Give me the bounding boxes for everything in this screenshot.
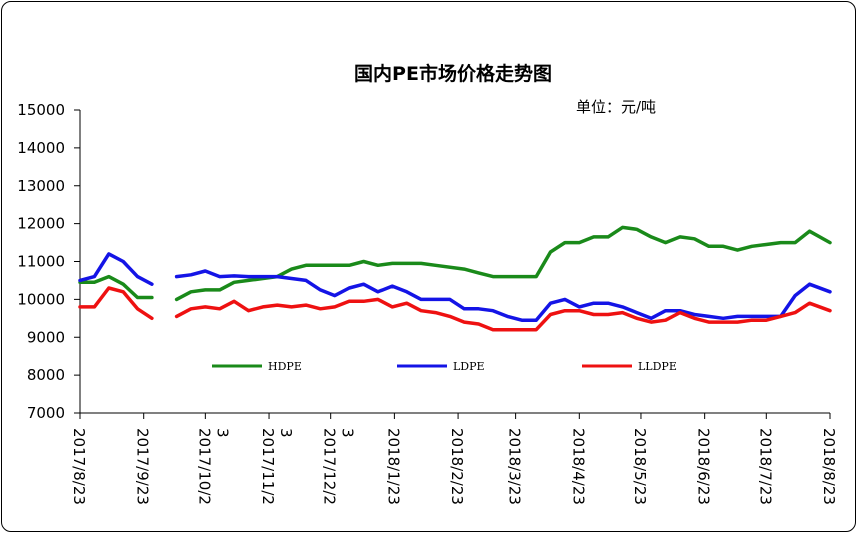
y-tick-label: 14000 — [17, 139, 65, 157]
x-tick-label: 2017/9/23 — [134, 428, 152, 505]
x-tick-label-group: 2018/7/23 — [756, 428, 774, 505]
x-tick-label-group: 2018/1/23 — [384, 428, 402, 505]
x-tick-label-group: 2018/3/23 — [506, 428, 524, 505]
legend-lldpe-label: LLDPE — [638, 360, 677, 373]
y-tick-label: 15000 — [17, 101, 65, 119]
x-tick-label: 2017/10/2 — [195, 428, 213, 505]
legend-ldpe-label: LDPE — [453, 360, 485, 373]
y-tick-label: 8000 — [27, 366, 65, 384]
x-tick-label: 3 — [277, 428, 295, 438]
ldpe-series-line-segment-1 — [78, 252, 154, 286]
x-tick-label-group: 2017/9/23 — [134, 428, 152, 505]
x-tick-label: 2018/8/23 — [820, 428, 838, 505]
x-tick-label: 2018/6/23 — [695, 428, 713, 505]
y-tick-label: 10000 — [17, 290, 65, 308]
plot-area — [78, 225, 832, 332]
lldpe-series-line-segment-1 — [78, 286, 154, 321]
lldpe-series-line-segment-2 — [174, 297, 832, 332]
x-tick-label-group: 2017/12/2 3 — [321, 428, 357, 505]
y-tick-label: 11000 — [17, 253, 65, 271]
x-tick-label-group: 2018/8/23 — [820, 428, 838, 505]
x-tick-label: 2017/12/2 — [321, 428, 339, 505]
x-tick-label-group: 2018/4/23 — [569, 428, 587, 505]
x-tick-label: 2018/2/23 — [448, 428, 466, 505]
hdpe-series-line-segment-1 — [78, 274, 154, 300]
x-tick-label-group: 2017/8/23 — [70, 428, 88, 505]
x-tick-label: 3 — [213, 428, 231, 438]
x-tick-label-group: 2017/10/2 3 — [195, 428, 231, 505]
chart-title: 国内PE市场价格走势图 — [354, 62, 552, 85]
x-tick-label: 2018/1/23 — [384, 428, 402, 505]
x-tick-label: 2018/4/23 — [569, 428, 587, 505]
unit-label: 单位：元/吨 — [576, 98, 656, 116]
legend: HDPE LDPE LLDPE — [212, 360, 677, 373]
x-tick-label-group: 2018/5/23 — [631, 428, 649, 505]
x-tick-label: 2017/11/2 — [259, 428, 277, 505]
ldpe-series-line-segment-2 — [174, 269, 832, 322]
x-tick-label: 2018/5/23 — [631, 428, 649, 505]
x-tick-label: 2018/7/23 — [756, 428, 774, 505]
y-tick-label: 7000 — [27, 404, 65, 422]
x-tick-label-group: 2018/6/23 — [695, 428, 713, 505]
y-tick-label: 12000 — [17, 215, 65, 233]
x-tick-label: 2017/8/23 — [70, 428, 88, 505]
legend-hdpe-label: HDPE — [268, 360, 302, 373]
hdpe-series-line-segment-2 — [174, 225, 832, 302]
y-tick-label: 13000 — [17, 177, 65, 195]
x-tick-label-group: 2017/11/2 3 — [259, 428, 295, 505]
y-tick-label: 9000 — [27, 328, 65, 346]
x-tick-label-group: 2018/2/23 — [448, 428, 466, 505]
x-tick-label: 2018/3/23 — [506, 428, 524, 505]
x-tick-label: 3 — [339, 428, 357, 438]
axes: 7000 8000 9000 10000 11000 12000 13000 14000 150… — [17, 101, 838, 505]
